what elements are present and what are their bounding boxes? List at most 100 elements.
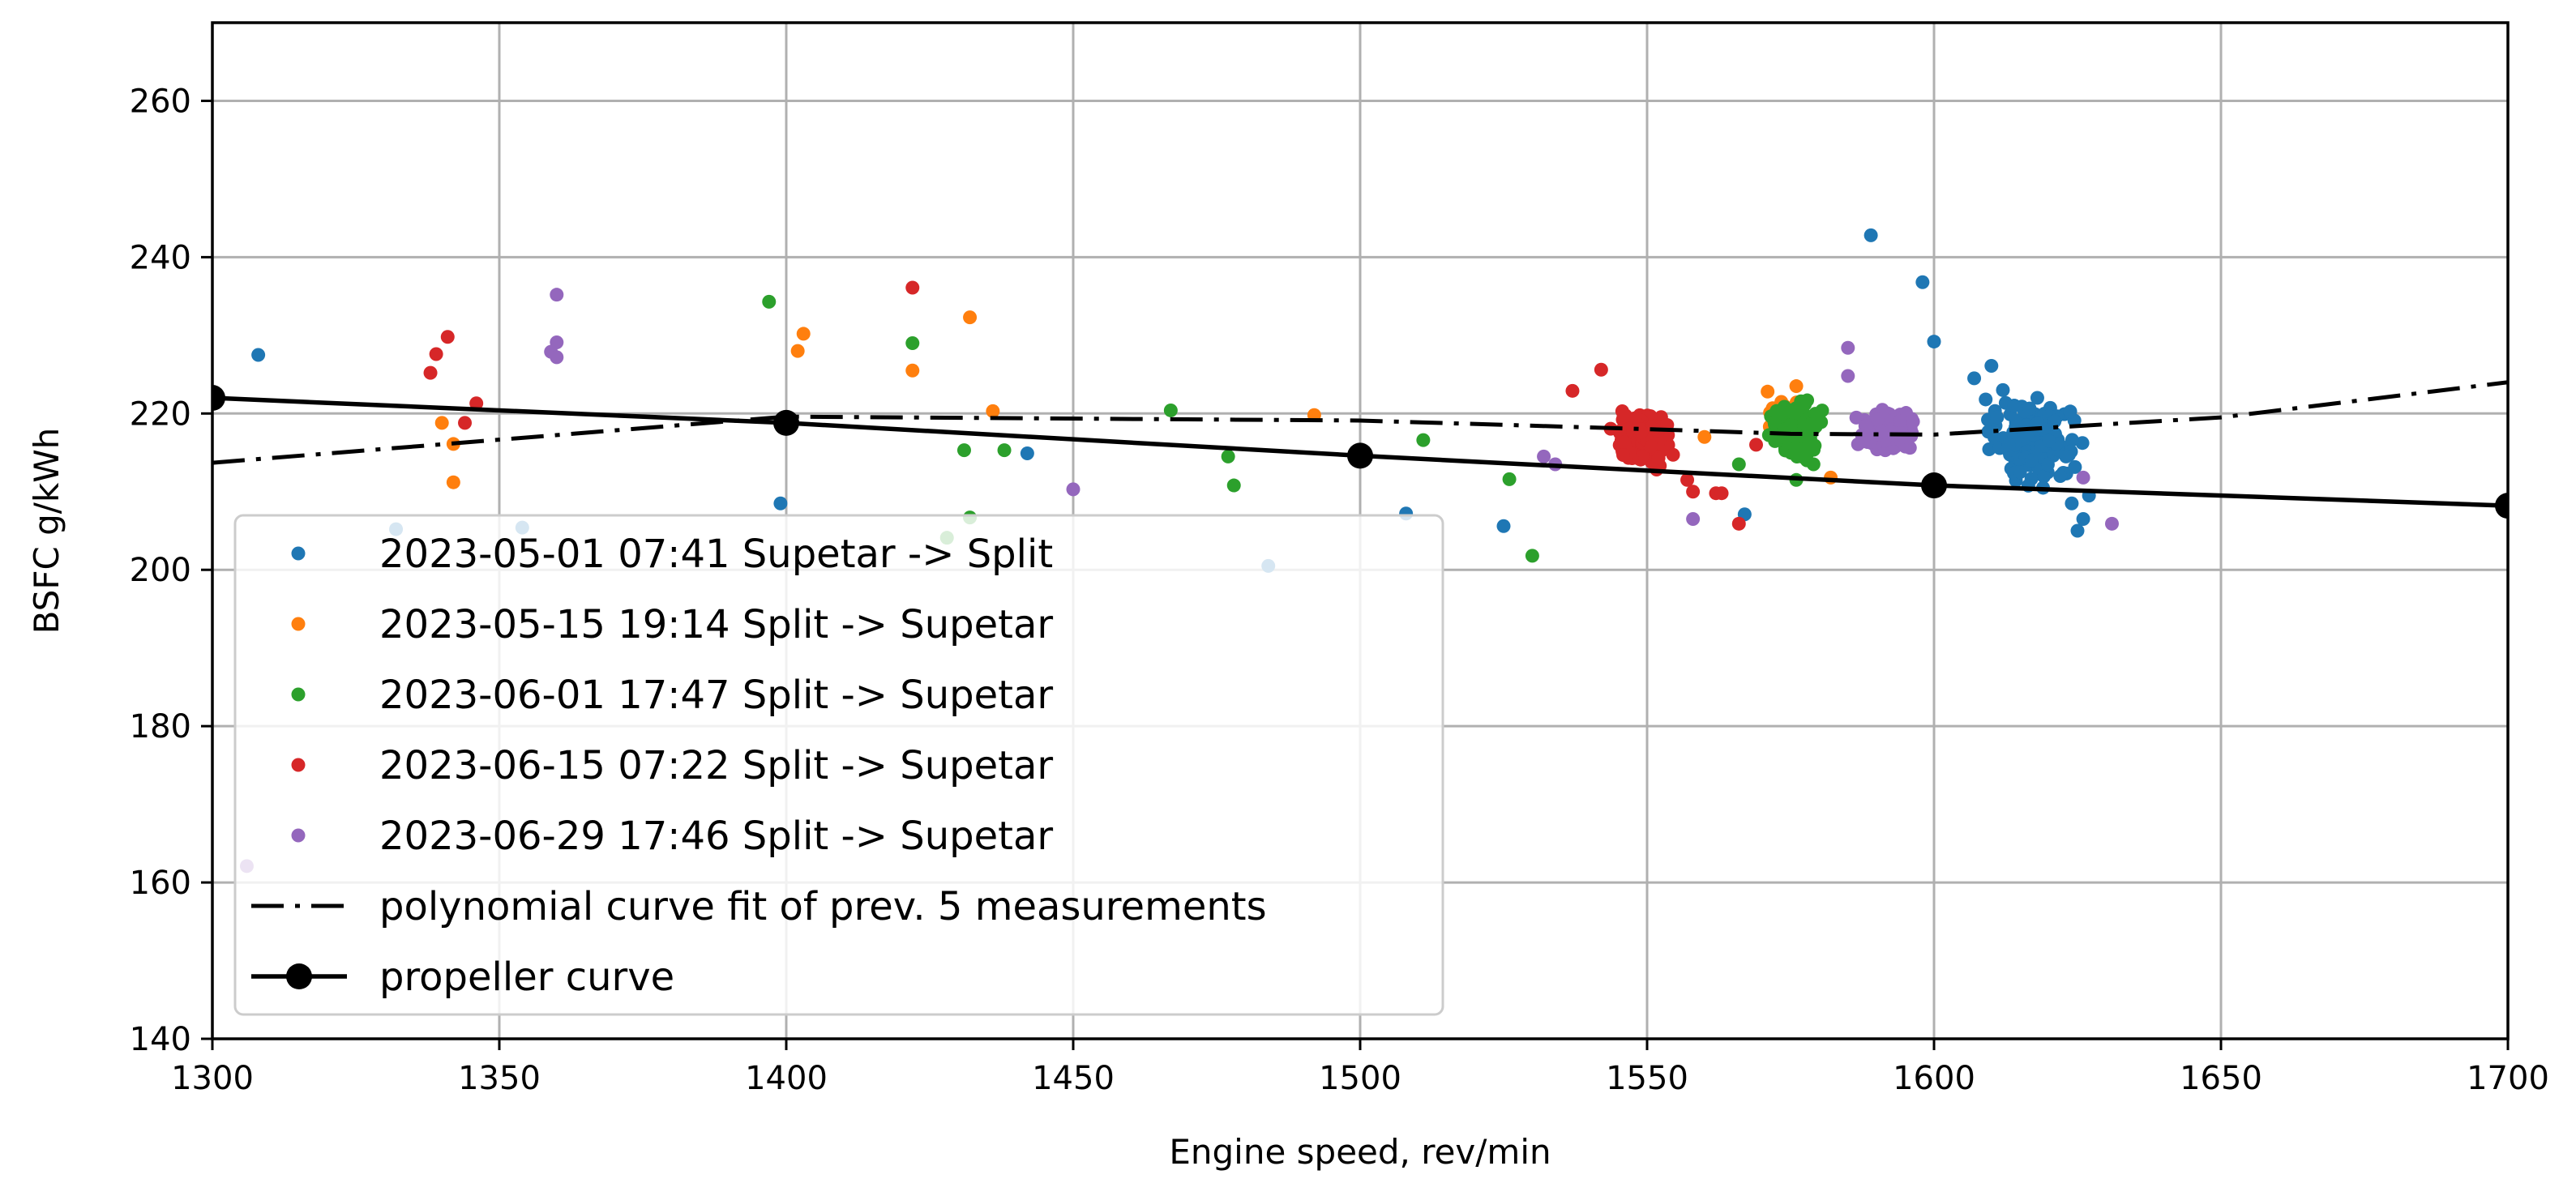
scatter-point xyxy=(469,396,484,411)
scatter-point xyxy=(1864,228,1878,242)
scatter-point xyxy=(1416,433,1431,447)
data-marks xyxy=(212,228,2508,874)
scatter-point xyxy=(1906,414,1920,429)
x-tick-label: 1700 xyxy=(2467,1060,2549,1097)
legend-label-4: 2023-06-15 07:22 Split -> Supetar xyxy=(379,743,1053,788)
propeller-curve-point xyxy=(773,409,799,436)
legend-label-2: 2023-05-15 19:14 Split -> Supetar xyxy=(379,602,1053,647)
polynomial-fit-line xyxy=(212,380,2508,465)
scatter-point xyxy=(1915,275,1930,289)
scatter-point xyxy=(1979,392,1993,407)
scatter-point xyxy=(2030,391,2044,405)
y-tick-label: 220 xyxy=(130,395,191,433)
scatter-point xyxy=(1731,516,1746,531)
scatter-point xyxy=(2063,404,2077,419)
legend-label-3: 2023-06-01 17:47 Split -> Supetar xyxy=(379,673,1053,718)
y-tick-label: 200 xyxy=(130,552,191,589)
scatter-point xyxy=(251,348,266,362)
scatter-point xyxy=(2065,496,2079,510)
legend-marker-5 xyxy=(291,828,306,843)
scatter-point xyxy=(429,347,443,361)
scatter-point xyxy=(773,496,788,510)
scatter-point xyxy=(1749,438,1764,452)
scatter-point xyxy=(2076,512,2090,527)
scatter-point xyxy=(1619,408,1633,423)
scatter-point xyxy=(1565,383,1580,398)
scatter-point xyxy=(1858,419,1872,434)
propeller-curve-point xyxy=(212,385,225,412)
scatter-point xyxy=(986,404,1000,418)
scatter-point xyxy=(1594,362,1608,377)
scatter-point xyxy=(2022,401,2037,416)
scatter-point xyxy=(2007,399,2022,413)
scatter-point xyxy=(1226,478,1241,493)
scatter-point xyxy=(1990,410,2005,425)
scatter-point xyxy=(550,335,564,350)
scatter-point xyxy=(2040,457,2055,472)
scatter-point xyxy=(1686,512,1701,527)
scatter-point xyxy=(2013,465,2027,480)
scatter-point xyxy=(2104,516,2119,531)
scatter-point xyxy=(790,344,805,358)
legend-marker-4 xyxy=(291,758,306,772)
scatter-series-3 xyxy=(762,294,1829,563)
scatter-point xyxy=(1163,403,1178,417)
scatter-point xyxy=(963,310,978,325)
scatter-point xyxy=(1651,451,1666,465)
scatter-point xyxy=(762,294,777,309)
scatter-point xyxy=(1808,407,1823,421)
scatter-point xyxy=(905,335,920,350)
scatter-point xyxy=(1874,425,1889,439)
x-tick-label: 1600 xyxy=(1893,1060,1975,1097)
scatter-point xyxy=(2070,523,2085,538)
scatter-point xyxy=(423,365,438,380)
legend-label-6: polynomial curve fit of prev. 5 measurem… xyxy=(379,884,1267,929)
scatter-point xyxy=(1849,410,1864,425)
scatter-point xyxy=(956,443,971,458)
x-tick-label: 1350 xyxy=(458,1060,541,1097)
scatter-point xyxy=(1927,335,1941,349)
legend-box xyxy=(233,514,1444,1016)
x-tick-label: 1550 xyxy=(1606,1060,1688,1097)
legend: 2023-05-01 07:41 Supetar -> Split 2023-05… xyxy=(233,514,1444,1016)
scatter-point xyxy=(1841,340,1855,355)
propeller-curve-point xyxy=(1921,472,1947,499)
scatter-point xyxy=(2068,459,2082,474)
scatter-point xyxy=(2059,449,2073,463)
scatter-point xyxy=(905,363,920,378)
scatter-point xyxy=(1731,457,1746,472)
scatter-point xyxy=(2001,438,2016,452)
scatter-point xyxy=(1525,549,1539,563)
y-tick-label: 160 xyxy=(130,865,191,902)
scatter-point xyxy=(1996,382,2010,397)
scatter-point xyxy=(1020,446,1034,461)
scatter-point xyxy=(1984,358,1999,373)
legend-propeller-marker xyxy=(286,963,312,989)
scatter-point xyxy=(440,330,455,344)
scatter-point xyxy=(1502,472,1517,486)
scatter-point xyxy=(1761,384,1775,399)
scatter-point xyxy=(2042,434,2056,448)
axis-ticks: 1300 1350 1400 1450 1500 1550 1600 1650 1700 140 1… xyxy=(130,83,2549,1097)
scatter-point xyxy=(2036,469,2051,484)
scatter-point xyxy=(1616,448,1631,463)
propeller-curve-point xyxy=(2495,493,2508,519)
scatter-point xyxy=(997,443,1012,458)
scatter-point xyxy=(1893,414,1907,429)
x-tick-label: 1650 xyxy=(2180,1060,2262,1097)
legend-label-5: 2023-06-29 17:46 Split -> Supetar xyxy=(379,814,1053,859)
y-tick-label: 240 xyxy=(130,239,191,276)
x-axis-label: Engine speed, rev/min xyxy=(1169,1132,1551,1172)
scatter-point xyxy=(1790,404,1804,419)
scatter-point xyxy=(1802,417,1816,432)
legend-marker-2 xyxy=(291,617,306,631)
scatter-point xyxy=(1066,482,1080,497)
scatter-point xyxy=(1982,442,1996,456)
x-tick-label: 1450 xyxy=(1032,1060,1115,1097)
scatter-point xyxy=(1617,435,1632,450)
scatter-point xyxy=(2053,468,2068,483)
scatter-point xyxy=(1967,371,1982,386)
legend-label-7: propeller curve xyxy=(379,955,674,1000)
scatter-point xyxy=(1981,425,1996,439)
scatter-point xyxy=(1789,379,1804,394)
